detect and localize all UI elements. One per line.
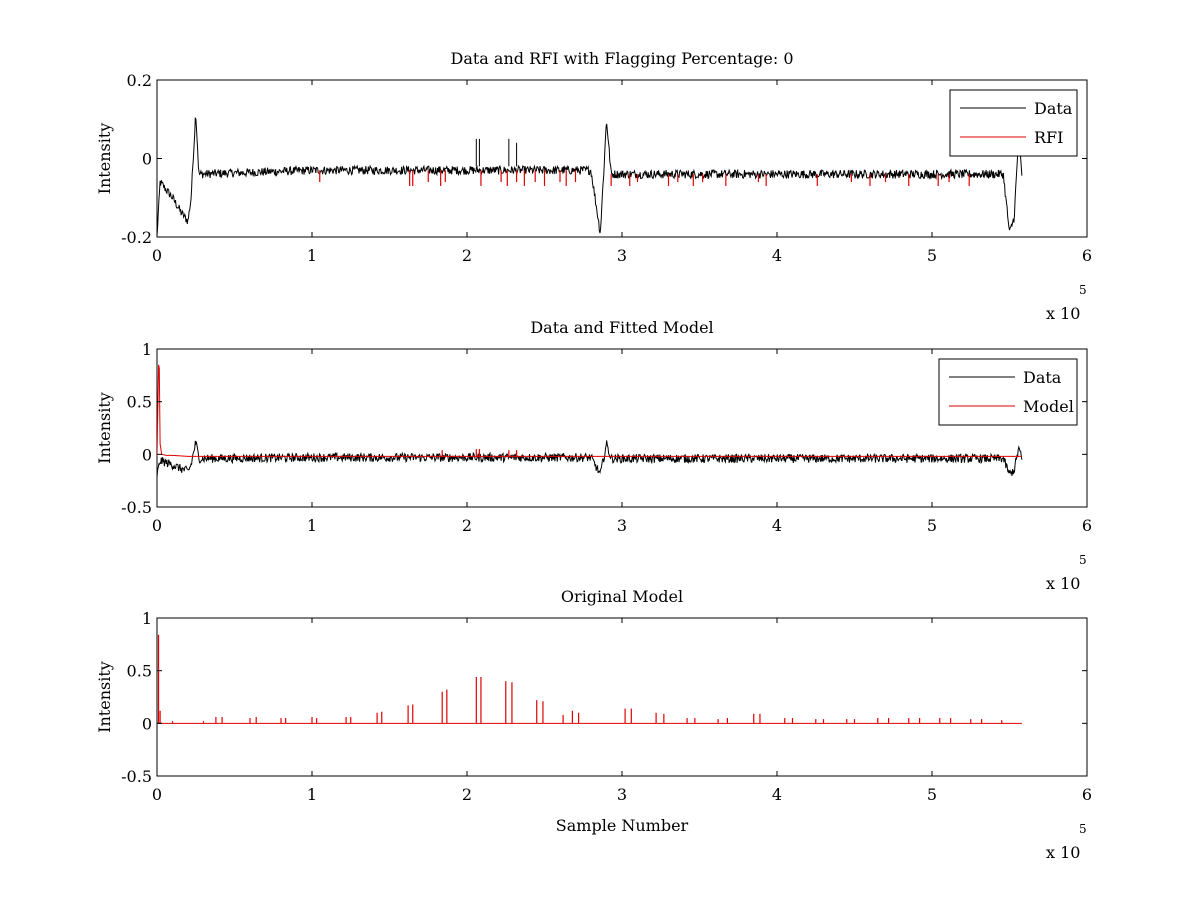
x-exponent: 5 — [1079, 283, 1087, 297]
series-data-line — [157, 116, 1023, 236]
axes-frame — [156, 79, 1088, 238]
chart-title: Data and Fitted Model — [530, 318, 713, 337]
x-tick-label: 1 — [307, 246, 317, 265]
y-tick-label: 0 — [142, 714, 152, 733]
x-tick-label: 0 — [152, 516, 162, 535]
y-tick-label: 0 — [142, 445, 152, 464]
y-axis-label: Intensity — [95, 123, 114, 195]
plot-area — [157, 634, 1022, 724]
x-tick-label: 5 — [927, 516, 937, 535]
axes-frame — [156, 617, 1088, 777]
legend-label: Data — [1023, 368, 1062, 387]
x-tick-label: 4 — [772, 246, 782, 265]
y-tick-label: 0 — [142, 150, 152, 169]
chart-title: Original Model — [561, 587, 683, 606]
y-tick-label: 0.5 — [127, 393, 152, 412]
y-tick-label: -0.5 — [121, 767, 152, 786]
x-tick-label: 3 — [617, 516, 627, 535]
plot-area — [157, 364, 1023, 478]
x-multiplier: x 10 — [1046, 574, 1080, 593]
x-tick-label: 6 — [1082, 246, 1092, 265]
legend-label: RFI — [1034, 128, 1063, 147]
x-exponent: 5 — [1079, 553, 1087, 567]
plot-area — [157, 116, 1023, 236]
y-tick-label: 0.2 — [127, 71, 152, 90]
x-multiplier: x 10 — [1046, 843, 1080, 862]
series-model-line — [157, 364, 1022, 457]
x-tick-label: 6 — [1082, 785, 1092, 804]
x-tick-label: 5 — [927, 246, 937, 265]
legend: Data RFI — [949, 89, 1078, 157]
x-tick-label: 1 — [307, 516, 317, 535]
x-tick-label: 0 — [152, 246, 162, 265]
x-multiplier: x 10 — [1046, 304, 1080, 323]
legend-frame — [938, 358, 1078, 426]
x-tick-label: 2 — [462, 785, 472, 804]
y-axis-label: Intensity — [95, 661, 114, 733]
y-tick-label: 1 — [142, 609, 152, 628]
legend-label: Model — [1023, 397, 1074, 416]
x-tick-label: 3 — [617, 785, 627, 804]
x-tick-label: 4 — [772, 516, 782, 535]
legend-frame — [949, 89, 1078, 157]
x-tick-label: 6 — [1082, 516, 1092, 535]
x-tick-label: 2 — [462, 246, 472, 265]
x-exponent: 5 — [1079, 822, 1087, 836]
x-tick-label: 1 — [307, 785, 317, 804]
chart-title: Data and RFI with Flagging Percentage: 0 — [450, 49, 793, 68]
y-tick-label: -0.5 — [121, 498, 152, 517]
x-tick-label: 5 — [927, 785, 937, 804]
x-tick-label: 2 — [462, 516, 472, 535]
x-tick-label: 4 — [772, 785, 782, 804]
axes-frame — [156, 348, 1088, 508]
legend-label: Data — [1034, 99, 1073, 118]
legend: Data Model — [938, 358, 1078, 426]
y-tick-label: 1 — [142, 340, 152, 359]
y-axis-label: Intensity — [95, 392, 114, 464]
y-tick-label: 0.5 — [127, 662, 152, 681]
x-tick-label: 0 — [152, 785, 162, 804]
x-tick-label: 3 — [617, 246, 627, 265]
x-axis-label: Sample Number — [556, 816, 689, 835]
series-data-line — [157, 440, 1023, 478]
y-tick-label: -0.2 — [121, 228, 152, 247]
